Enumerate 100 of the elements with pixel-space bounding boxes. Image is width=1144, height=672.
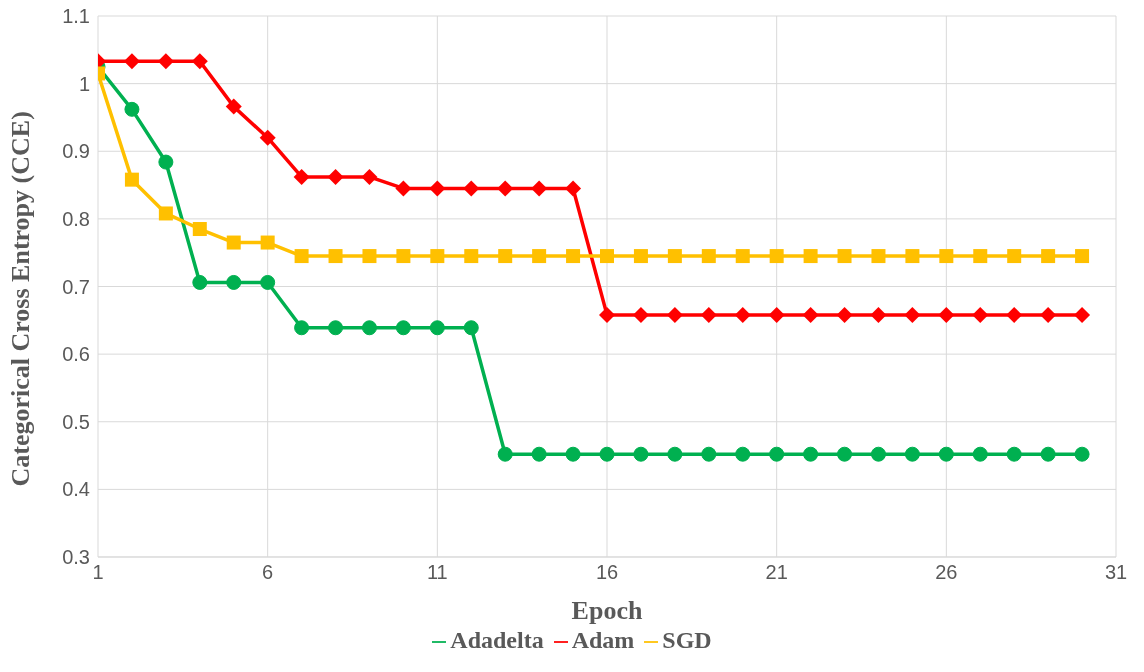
point [701,446,717,462]
point [1040,446,1056,462]
point [837,249,852,264]
point [497,446,513,462]
x-tick-label: 11 [426,561,448,584]
x-axis-title: Epoch [571,596,643,625]
legend-label: Adadelta [450,627,544,653]
x-tick-label: 21 [765,561,788,584]
point [429,180,446,197]
x-tick-label: 1 [92,561,104,584]
legend-label: SGD [662,627,712,653]
x-tick-label: 31 [1104,561,1128,584]
point [124,172,139,187]
point [566,249,581,264]
point [600,249,614,264]
point [294,320,310,336]
point [395,180,412,197]
point [599,306,615,323]
point [734,306,751,323]
point [123,53,140,70]
point [192,274,208,290]
point [124,101,140,117]
point [226,274,242,290]
point [666,306,683,323]
point [464,249,479,264]
x-tick-label: 26 [935,561,958,584]
point [531,446,547,462]
y-tick-label: 0.9 [62,140,90,163]
point [973,249,988,264]
point [904,306,921,323]
y-tick-label: 0.5 [62,410,90,433]
point [599,446,615,462]
point [430,249,445,264]
y-tick-label: 0.6 [62,343,90,366]
point [361,168,378,185]
point [158,154,174,170]
point [395,320,411,336]
point [328,249,343,264]
point [1074,306,1091,323]
point [226,235,241,250]
point [803,249,818,264]
point [667,249,682,264]
point [294,249,309,264]
point [938,306,955,323]
y-tick-label: 0.8 [62,207,90,230]
point [871,249,886,264]
point [362,249,377,264]
point [837,446,853,462]
point [939,249,954,264]
point [870,306,887,323]
point [429,320,445,336]
point [1040,306,1057,323]
point [1007,249,1022,264]
point [1074,446,1090,462]
x-tick-label: 6 [262,561,274,584]
point [836,306,853,323]
point [191,53,208,70]
point [260,235,275,250]
point [972,446,988,462]
point [293,168,310,185]
point [260,274,276,290]
point [870,446,886,462]
point [158,206,173,221]
point [565,446,581,462]
y-tick-label: 0.4 [62,478,90,501]
point [497,180,514,197]
x-tick-label: 16 [595,561,619,584]
point [1006,306,1023,323]
point [327,168,344,185]
point [768,306,785,323]
y-tick-label: 0.7 [62,275,90,298]
point [1006,446,1022,462]
point [463,180,480,197]
point [735,249,750,264]
point [632,306,649,323]
point [735,446,751,462]
point [396,249,411,264]
point [225,98,242,115]
point [463,320,479,336]
point [157,53,174,70]
point [769,446,785,462]
point [565,180,582,197]
y-tick-label: 1 [78,72,90,95]
point [905,249,920,264]
point [667,446,683,462]
y-axis-title: Categorical Cross Entropy (CCE) [6,111,36,487]
y-tick-label: 1.1 [62,5,90,28]
point [769,249,784,264]
point [938,446,954,462]
y-tick-label: 0.3 [62,546,90,569]
point [1075,249,1090,264]
point [498,249,513,264]
point [531,180,548,197]
point [259,129,276,146]
point [192,222,207,237]
legend-label: Adam [571,627,635,653]
point [328,320,344,336]
point [532,249,547,264]
point [972,306,989,323]
point [802,306,819,323]
